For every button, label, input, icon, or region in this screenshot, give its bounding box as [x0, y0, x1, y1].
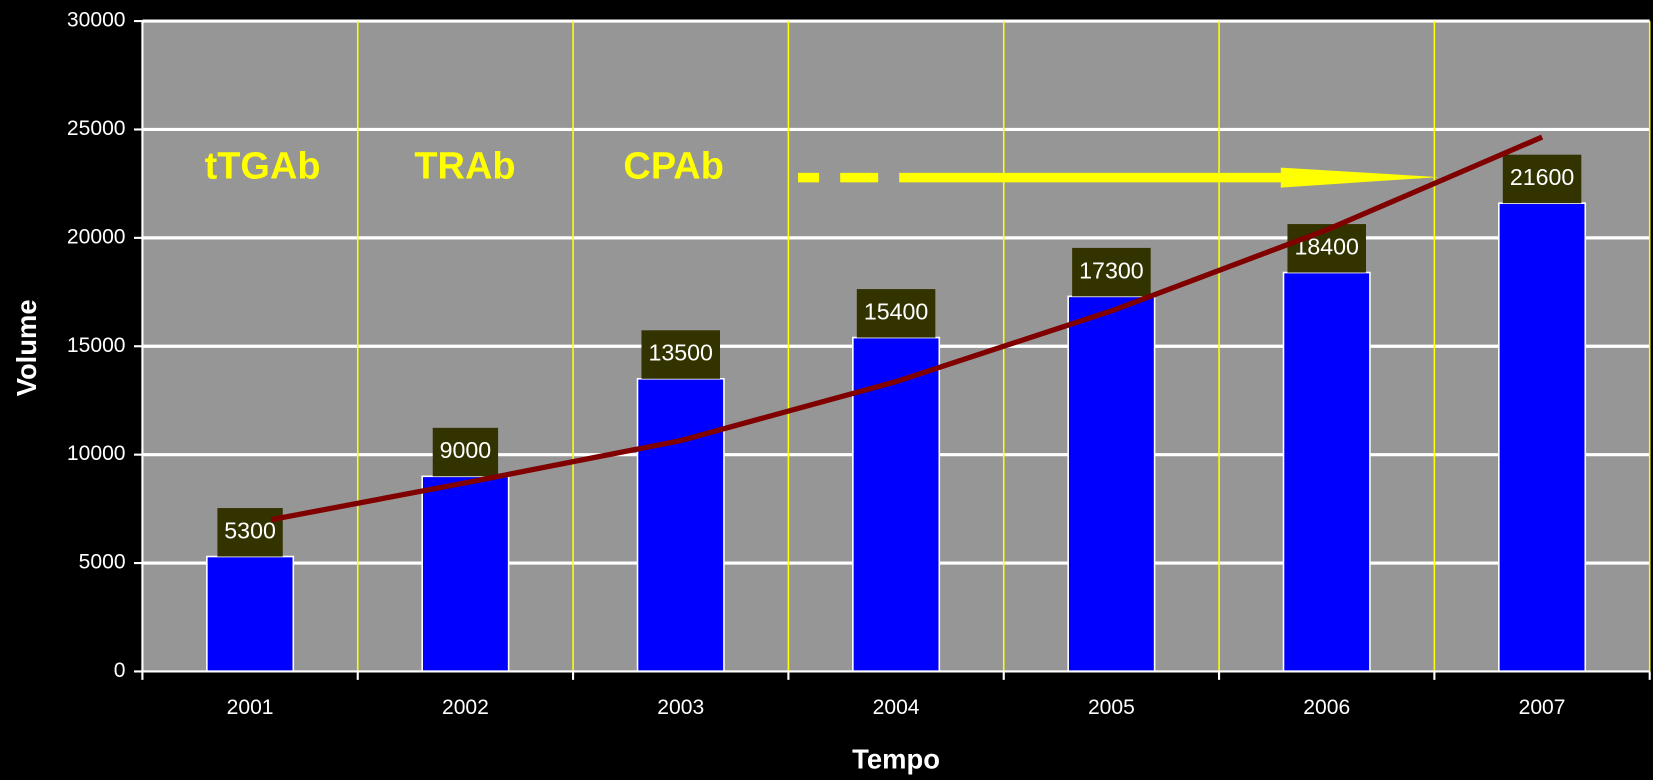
- y-tick-label: 20000: [67, 225, 126, 248]
- y-axis-title: Volume: [11, 299, 42, 396]
- x-tick-label: 2007: [1519, 696, 1566, 719]
- x-tick-label: 2005: [1088, 696, 1135, 719]
- data-label-box: [856, 289, 936, 338]
- data-label: 17300: [1079, 257, 1143, 283]
- bar: [1282, 271, 1371, 673]
- data-label: 9000: [440, 437, 492, 463]
- x-tick-label: 2004: [873, 696, 920, 719]
- x-axis-title: Tempo: [852, 743, 940, 774]
- data-label-box: [1502, 154, 1582, 204]
- trend-line: [270, 134, 1544, 523]
- arrow-dash: [840, 172, 879, 183]
- bar: [1498, 202, 1587, 673]
- annotation: tTGAb: [205, 146, 321, 188]
- arrow: [798, 167, 1439, 188]
- annotation: CPAb: [623, 146, 723, 188]
- y-tick-label: 10000: [67, 442, 126, 465]
- x-tick-label: 2006: [1303, 696, 1350, 719]
- x-tick-label: 2003: [657, 696, 704, 719]
- data-label-box: [1072, 247, 1151, 297]
- bar: [1067, 295, 1156, 673]
- x-tick-label: 2002: [442, 696, 489, 719]
- y-tick-label: 0: [114, 659, 126, 682]
- bar: [206, 555, 295, 673]
- data-label-box: [641, 330, 721, 379]
- data-label-box: [217, 508, 283, 557]
- y-tick-label: 5000: [79, 551, 126, 574]
- arrow-head: [1280, 167, 1439, 188]
- y-tick-label: 30000: [67, 9, 126, 32]
- bar: [852, 336, 941, 673]
- y-tick-label: 25000: [67, 117, 126, 140]
- y-tick-label: 15000: [67, 334, 126, 357]
- arrow-shaft: [899, 172, 1283, 183]
- x-tick-label: 2001: [227, 696, 274, 719]
- bar: [636, 377, 725, 673]
- arrow-dash: [798, 172, 820, 183]
- data-label: 15400: [864, 298, 928, 324]
- data-label-box: [432, 427, 499, 477]
- annotation: TRAb: [414, 146, 515, 188]
- data-label: 13500: [649, 340, 713, 366]
- bar: [421, 475, 510, 673]
- data-label: 21600: [1510, 164, 1574, 190]
- data-label: 5300: [224, 517, 276, 543]
